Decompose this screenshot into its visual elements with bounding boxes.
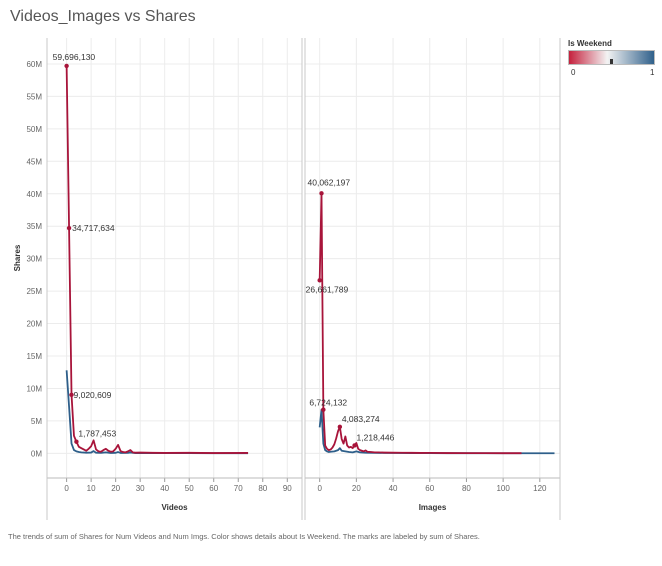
y-tick-label: 10M	[26, 384, 42, 393]
x-tick-label: 30	[136, 484, 145, 493]
data-label: 34,717,634	[72, 223, 115, 233]
y-axis-title: Shares	[13, 244, 22, 271]
x-axis-title-images: Images	[419, 503, 447, 512]
y-tick-label: 25M	[26, 287, 42, 296]
chart-plot: Shares 0M 5M 10M 15M 20M 25M 30M 35M 40M 45M 50M 55M…	[13, 38, 561, 520]
y-tick-label: 30M	[26, 255, 42, 264]
data-point-marker	[74, 439, 79, 444]
legend-title: Is Weekend	[568, 39, 612, 48]
data-point-marker	[321, 407, 326, 412]
y-tick-label: 0M	[31, 449, 42, 458]
x-tick-label: 50	[185, 484, 194, 493]
x-tick-label: 0	[64, 484, 69, 493]
data-label: 26,661,789	[306, 284, 349, 294]
data-point-marker	[317, 278, 322, 283]
x-tick-label: 60	[425, 484, 434, 493]
data-point-marker	[66, 225, 72, 231]
y-tick-label: 35M	[26, 222, 42, 231]
data-label: 1,787,453	[78, 429, 116, 439]
x-tick-label: 120	[533, 484, 547, 493]
y-tick-label: 55M	[26, 92, 42, 101]
data-label: 1,218,446	[357, 432, 395, 442]
data-label: 9,020,609	[74, 390, 112, 400]
series-line-images-weekend-0	[318, 192, 522, 455]
legend-gradient-fill	[568, 50, 655, 65]
y-tick-label: 5M	[31, 417, 42, 426]
x-tick-label: 90	[283, 484, 292, 493]
y-tick-label: 50M	[26, 125, 42, 134]
x-tick-label: 20	[111, 484, 120, 493]
data-label: 4,083,274	[342, 414, 380, 424]
x-tick-label: 40	[160, 484, 169, 493]
data-point-marker	[69, 392, 74, 397]
x-tick-label: 20	[352, 484, 361, 493]
x-axis-title-videos: Videos	[161, 503, 188, 512]
data-point-marker	[319, 191, 324, 196]
data-point-marker	[337, 424, 343, 430]
legend-slider-marker[interactable]	[610, 59, 613, 64]
legend-gradient-bar[interactable]	[568, 50, 656, 67]
data-point-marker	[352, 443, 357, 448]
data-point-marker	[64, 63, 69, 69]
legend-max-label: 1	[650, 68, 655, 77]
chart-caption: The trends of sum of Shares for Num Vide…	[8, 532, 480, 541]
y-tick-label: 60M	[26, 60, 42, 69]
x-tick-label: 10	[87, 484, 96, 493]
y-tick-label: 45M	[26, 157, 42, 166]
y-tick-label: 15M	[26, 352, 42, 361]
data-label: 6,724,132	[309, 398, 347, 408]
y-tick-label: 40M	[26, 190, 42, 199]
legend-min-label: 0	[571, 68, 576, 77]
x-tick-label: 100	[496, 484, 510, 493]
y-tick-label: 20M	[26, 320, 42, 329]
x-tick-label: 40	[389, 484, 398, 493]
data-label: 40,062,197	[308, 177, 351, 187]
chart-title: Videos_Images vs Shares	[10, 8, 196, 25]
series-line-videos-weekend-0	[65, 65, 249, 454]
x-tick-label: 70	[234, 484, 243, 493]
x-tick-label: 80	[258, 484, 267, 493]
x-tick-label: 80	[462, 484, 471, 493]
data-label: 59,696,130	[53, 52, 96, 62]
x-tick-label: 60	[209, 484, 218, 493]
x-tick-label: 0	[317, 484, 322, 493]
